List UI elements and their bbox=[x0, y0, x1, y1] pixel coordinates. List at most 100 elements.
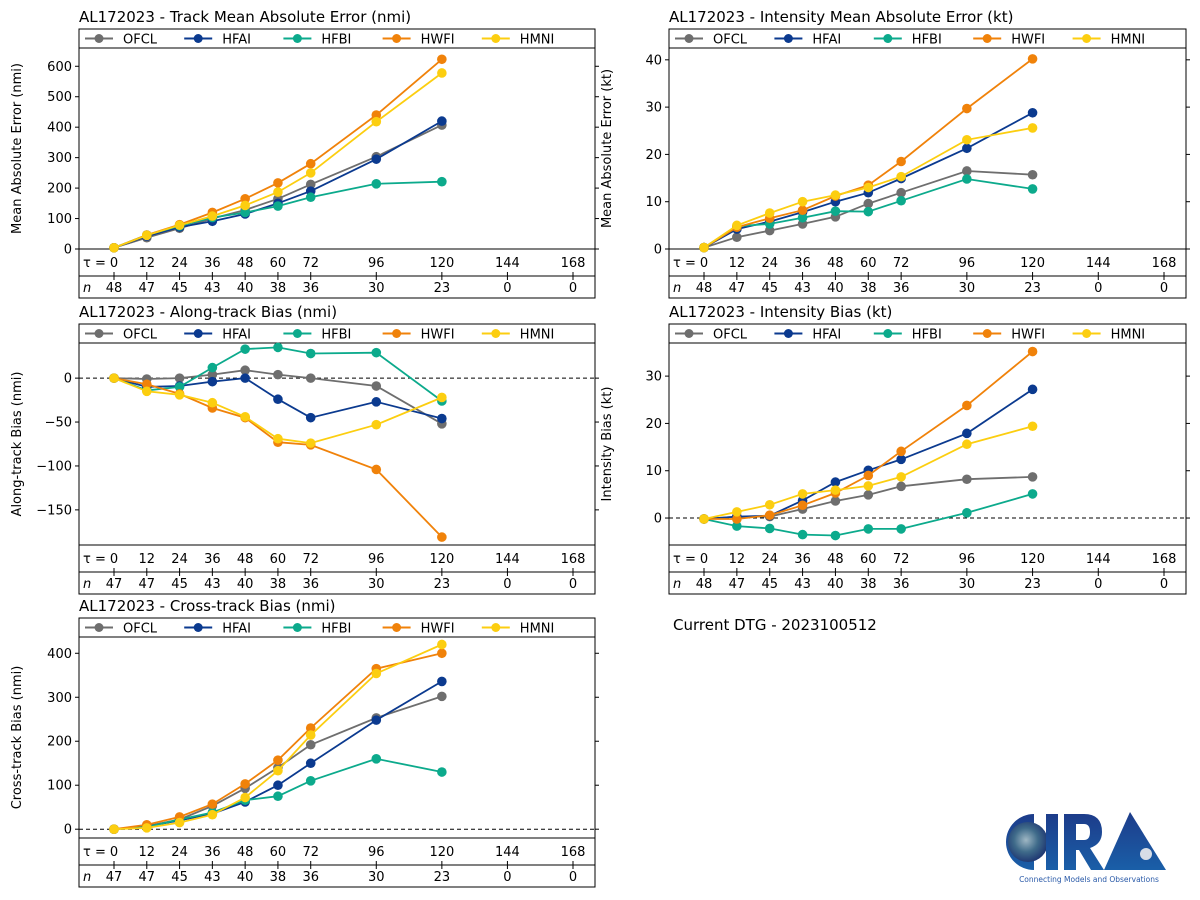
data-point bbox=[240, 792, 250, 803]
legend-label: OFCL bbox=[123, 33, 158, 48]
tau-tick-label: 48 bbox=[237, 845, 254, 860]
n-row bbox=[78, 275, 596, 299]
n-count-label: 47 bbox=[729, 281, 746, 296]
y-tick-label: 0 bbox=[654, 512, 662, 527]
data-point bbox=[273, 201, 283, 211]
y-tick-label: 200 bbox=[47, 735, 72, 750]
data-point bbox=[240, 411, 250, 422]
data-point bbox=[273, 755, 283, 765]
y-tick-label: 600 bbox=[47, 60, 72, 75]
legend-item-hfai: HFAI bbox=[774, 328, 841, 343]
tau-tick-label: 120 bbox=[1020, 256, 1045, 271]
n-count-label: 45 bbox=[761, 577, 778, 592]
series-hmni bbox=[109, 639, 447, 835]
y-axis-label: Along-track Bias (nmi) bbox=[10, 372, 25, 517]
data-point bbox=[371, 110, 382, 120]
series-line bbox=[113, 680, 443, 831]
data-point bbox=[207, 362, 218, 373]
series-hmni bbox=[109, 373, 447, 448]
chart-title: AL172023 - Cross-track Bias (nmi) bbox=[79, 597, 336, 615]
data-point bbox=[273, 342, 283, 353]
data-point bbox=[305, 412, 316, 423]
n-count-label: 0 bbox=[1160, 281, 1168, 296]
chart-track-mae: AL172023 - Track Mean Absolute Error (nm… bbox=[10, 8, 599, 299]
data-point bbox=[732, 514, 742, 524]
legend-marker bbox=[292, 623, 302, 632]
tau-tick-label: 24 bbox=[761, 256, 778, 271]
legend-label: HWFI bbox=[421, 33, 455, 48]
data-point bbox=[371, 464, 382, 475]
data-point bbox=[141, 823, 152, 833]
n-prefix: n bbox=[83, 281, 91, 296]
legend-label: HWFI bbox=[1011, 328, 1045, 343]
series-hfai bbox=[109, 676, 447, 835]
tau-tick-label: 96 bbox=[368, 552, 385, 567]
data-point bbox=[764, 510, 775, 520]
legend-marker bbox=[1082, 34, 1092, 43]
data-point bbox=[962, 166, 972, 176]
legend-marker bbox=[491, 34, 501, 43]
data-point bbox=[863, 182, 874, 193]
data-point bbox=[371, 347, 382, 358]
data-point bbox=[273, 780, 283, 791]
data-point bbox=[273, 765, 283, 776]
cira-tagline: Connecting Models and Observations bbox=[1019, 875, 1159, 884]
legend-label: HFBI bbox=[912, 328, 942, 343]
n-count-label: 48 bbox=[106, 281, 123, 296]
y-tick-label: −150 bbox=[36, 503, 72, 518]
cira-letter-c bbox=[1006, 814, 1034, 870]
n-count-label: 0 bbox=[503, 577, 511, 592]
legend-marker bbox=[883, 34, 893, 43]
tau-tick-label: 48 bbox=[827, 256, 844, 271]
cira-letter-a bbox=[1104, 812, 1166, 870]
data-point bbox=[207, 211, 218, 221]
legend-item-ofcl: OFCL bbox=[85, 33, 158, 48]
data-point bbox=[437, 676, 447, 687]
series-hfbi bbox=[699, 489, 1038, 541]
data-point bbox=[962, 400, 972, 411]
data-point bbox=[109, 373, 119, 383]
legend-item-ofcl: OFCL bbox=[85, 328, 158, 343]
data-point bbox=[896, 156, 906, 167]
legend-marker bbox=[292, 329, 302, 338]
legend-item-hmni: HMNI bbox=[481, 33, 555, 48]
tau-prefix: τ = bbox=[83, 845, 106, 860]
legend-marker bbox=[94, 34, 104, 43]
plot-area bbox=[78, 47, 596, 250]
series-hwfi bbox=[699, 54, 1038, 253]
data-point bbox=[371, 381, 382, 391]
data-point bbox=[207, 376, 218, 387]
data-point bbox=[1027, 123, 1038, 133]
chart-title: AL172023 - Intensity Mean Absolute Error… bbox=[669, 8, 1013, 26]
y-tick-label: 0 bbox=[64, 823, 72, 838]
legend-item-hmni: HMNI bbox=[481, 328, 554, 343]
tau-tick-label: 60 bbox=[270, 256, 287, 271]
y-tick-label: 40 bbox=[645, 53, 662, 68]
y-tick-label: 0 bbox=[654, 243, 662, 258]
legend-label: HFAI bbox=[222, 33, 251, 48]
data-point bbox=[830, 530, 841, 541]
n-count-label: 36 bbox=[302, 577, 319, 592]
n-row bbox=[78, 571, 596, 595]
data-point bbox=[797, 489, 808, 499]
data-point bbox=[896, 446, 906, 457]
y-tick-label: −100 bbox=[36, 459, 72, 474]
tau-tick-label: 36 bbox=[794, 256, 811, 271]
series-hmni bbox=[109, 68, 447, 253]
legend-item-hfai: HFAI bbox=[184, 33, 251, 48]
data-point bbox=[764, 523, 775, 534]
n-count-label: 45 bbox=[171, 577, 188, 592]
n-count-label: 48 bbox=[696, 281, 713, 296]
legend-item-ofcl: OFCL bbox=[675, 33, 748, 48]
data-point bbox=[437, 54, 447, 65]
legend-item-hfbi: HFBI bbox=[283, 33, 351, 48]
data-point bbox=[240, 344, 250, 354]
data-point bbox=[699, 242, 709, 253]
legend-label: HMNI bbox=[520, 33, 555, 48]
n-count-label: 43 bbox=[204, 281, 221, 296]
n-count-label: 47 bbox=[139, 870, 156, 885]
legend-label: OFCL bbox=[713, 33, 748, 48]
legend-marker bbox=[193, 623, 203, 632]
legend-item-hwfi: HWFI bbox=[973, 328, 1045, 343]
